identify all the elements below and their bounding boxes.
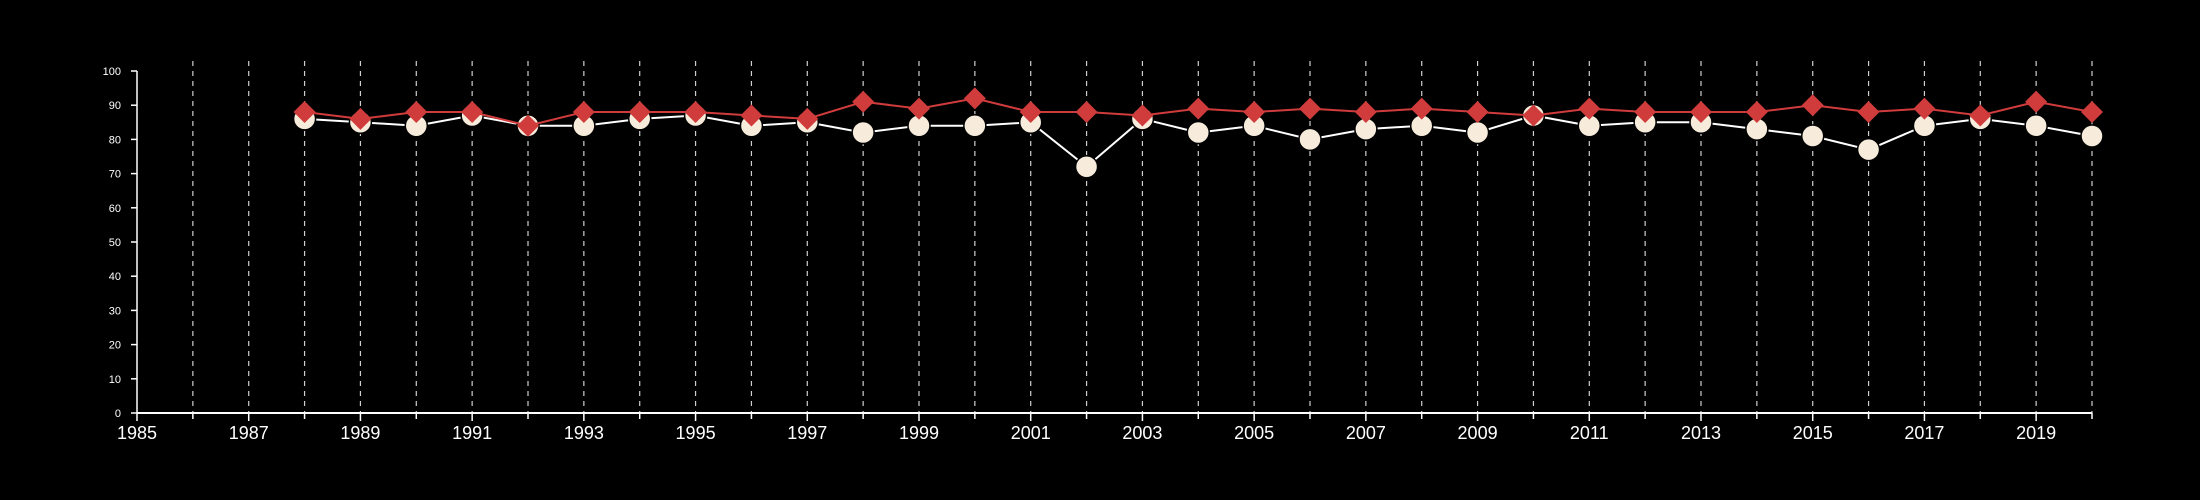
data-point — [1410, 97, 1433, 120]
x-tick-label: 2003 — [1122, 423, 1162, 443]
x-tick-label: 1999 — [899, 423, 939, 443]
data-point — [1298, 127, 1322, 152]
data-point — [963, 87, 986, 110]
y-tick-label: 70 — [109, 169, 121, 181]
y-tick-label: 30 — [109, 305, 121, 317]
y-tick-label: 90 — [109, 100, 121, 112]
data-point — [349, 107, 372, 130]
x-tick-label: 2019 — [2016, 423, 2056, 443]
x-tick-label: 2015 — [1793, 423, 1833, 443]
data-point — [1299, 97, 1321, 120]
y-tick-label: 100 — [103, 66, 121, 78]
y-tick-label: 40 — [109, 271, 121, 283]
data-point — [1913, 97, 1936, 120]
data-point — [1187, 97, 1210, 120]
x-tick-label: 2011 — [1570, 423, 1609, 443]
x-tick-label: 2001 — [1011, 423, 1051, 443]
data-point — [517, 114, 539, 137]
data-point — [2080, 124, 2104, 148]
data-point — [1634, 101, 1657, 124]
data-point — [1578, 97, 1601, 120]
x-tick-label: 2005 — [1234, 423, 1274, 443]
x-tick-label: 1995 — [676, 423, 716, 443]
x-tick-label: 1997 — [787, 423, 827, 443]
x-tick-label: 1985 — [117, 423, 157, 443]
data-point — [1522, 104, 1545, 127]
data-point — [908, 97, 930, 120]
data-point — [628, 101, 651, 124]
x-tick-label: 1991 — [452, 423, 492, 443]
data-point — [1801, 94, 1824, 117]
data-point — [1745, 101, 1768, 124]
x-tick-label: 1987 — [229, 423, 269, 443]
data-point — [461, 101, 484, 124]
series-diamond — [293, 87, 2103, 137]
x-tick-label: 2017 — [1904, 423, 1944, 443]
data-point — [1019, 101, 1042, 124]
data-point — [2025, 90, 2048, 113]
data-point — [852, 90, 875, 113]
data-point — [1074, 155, 1099, 179]
data-point — [1466, 101, 1489, 124]
data-point — [2024, 113, 2048, 138]
data-point — [1075, 101, 1098, 124]
data-point — [2081, 101, 2103, 124]
data-point — [405, 101, 428, 124]
x-tick-label: 1989 — [340, 423, 380, 443]
data-point — [1857, 101, 1880, 124]
x-axis-ticks: 1985 1987 1989 1991 1993 1995 1997 1999 2001 2003… — [117, 413, 2093, 443]
x-tick-label: 2013 — [1681, 423, 1721, 443]
data-point — [740, 104, 763, 127]
data-point — [293, 101, 316, 124]
data-point — [1969, 104, 1992, 127]
data-point — [1800, 124, 1825, 148]
y-tick-label: 10 — [109, 374, 121, 386]
y-tick-label: 80 — [109, 134, 121, 146]
y-axis-ticks: 0 10 20 30 40 50 60 70 80 90 100 — [103, 66, 137, 420]
data-point — [1131, 104, 1154, 127]
data-point — [796, 107, 819, 130]
series — [292, 87, 2104, 179]
data-point — [684, 101, 707, 124]
data-point — [1186, 120, 1211, 145]
data-point — [1856, 137, 1881, 162]
y-tick-label: 50 — [109, 237, 121, 249]
y-tick-label: 60 — [109, 203, 121, 215]
data-point — [1690, 101, 1712, 124]
y-tick-label: 20 — [109, 340, 121, 352]
data-point — [1243, 101, 1266, 124]
data-point — [851, 120, 875, 145]
y-tick-label: 0 — [115, 408, 121, 420]
data-point — [963, 113, 987, 138]
data-point — [572, 101, 595, 124]
x-tick-label: 2007 — [1346, 423, 1386, 443]
x-tick-label: 1993 — [564, 423, 604, 443]
data-point — [1465, 120, 1490, 145]
data-point — [1354, 101, 1377, 124]
x-tick-label: 2009 — [1458, 423, 1498, 443]
gridlines — [192, 61, 2093, 413]
